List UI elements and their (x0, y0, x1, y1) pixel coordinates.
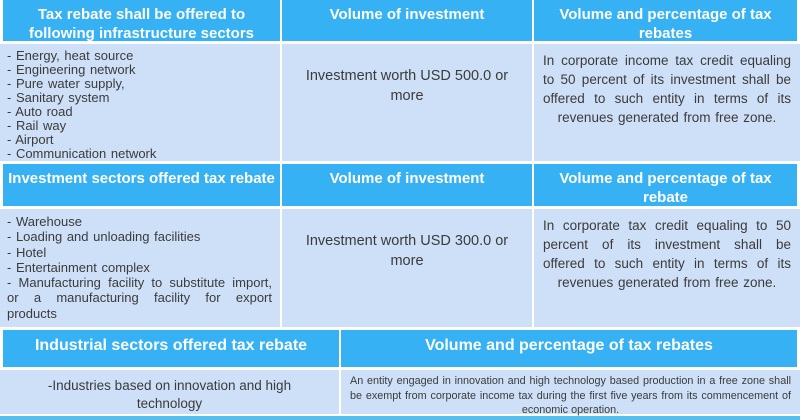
industrial-sectors-body-row: -Industries based on innovation and high… (0, 370, 800, 416)
cell-infrastructure-list: - Energy, heat source - Engineering netw… (0, 44, 280, 161)
cell-investment-sectors-list: - Warehouse - Loading and unloading faci… (0, 209, 280, 327)
investment-sectors-header-row: Investment sectors offered tax rebate Vo… (0, 164, 800, 206)
list-item: - Engineering network (7, 62, 136, 77)
list-item: - Manufacturing facility to substitute i… (7, 275, 272, 321)
list-item: - Auto road (7, 104, 73, 119)
header-tax-rebates-1: Volume and percentage of tax rebates (534, 0, 797, 42)
header-investment-sectors: Investment sectors offered tax rebate (3, 164, 280, 206)
cell-rebate-terms-1: In corporate income tax credit equaling … (534, 44, 800, 161)
list-item: - Airport (7, 132, 54, 147)
industrial-sectors-header-row: Industrial sectors offered tax rebate Vo… (0, 330, 800, 367)
list-item: - Communication network (7, 146, 157, 161)
header-industrial-sectors: Industrial sectors offered tax rebate (3, 330, 339, 367)
list-item: - Sanitary system (7, 90, 110, 105)
header-tax-rebate-2: Volume and percentage of tax rebate (534, 164, 797, 206)
header-tax-rebates-3: Volume and percentage of tax rebates (341, 330, 797, 367)
cell-rebate-terms-2: In corporate tax credit equaling to 50 p… (534, 209, 800, 327)
cell-investment-volume-500: Investment worth USD 500.0 or more (282, 44, 532, 161)
cell-rebate-terms-3: An entity engaged in innovation and high… (341, 370, 800, 416)
investment-sectors-body-row: - Warehouse - Loading and unloading faci… (0, 209, 800, 327)
list-item: - Pure water supply, (7, 76, 125, 91)
header-infrastructure-sectors: Tax rebate shall be offered to following… (3, 0, 280, 42)
list-item: - Entertainment complex (7, 259, 150, 275)
cell-industrial-sectors: -Industries based on innovation and high… (0, 370, 339, 414)
infrastructure-body-row: - Energy, heat source - Engineering netw… (0, 44, 800, 161)
header-volume-of-investment-1: Volume of investment (282, 0, 532, 41)
list-item: - Energy, heat source (7, 48, 134, 63)
cell-investment-volume-300: Investment worth USD 300.0 or more (282, 209, 532, 327)
list-item: - Hotel (7, 244, 47, 260)
list-item: - Warehouse (7, 214, 82, 229)
list-item: - Loading and unloading facilities (7, 229, 201, 245)
bottom-table-edge (0, 416, 800, 420)
header-volume-of-investment-2: Volume of investment (282, 164, 532, 206)
list-item: - Rail way (7, 118, 67, 133)
infrastructure-header-row: Tax rebate shall be offered to following… (0, 0, 800, 42)
